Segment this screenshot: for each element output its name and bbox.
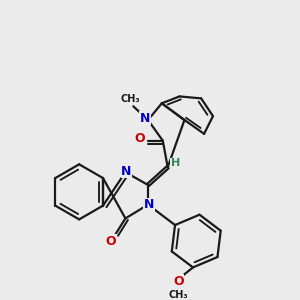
Text: N: N	[144, 198, 154, 211]
Text: N: N	[140, 112, 150, 124]
Text: O: O	[135, 132, 146, 145]
Text: CH₃: CH₃	[121, 94, 140, 104]
Text: H: H	[171, 158, 180, 168]
Text: O: O	[173, 275, 184, 288]
Text: N: N	[121, 165, 132, 178]
Text: O: O	[105, 235, 116, 248]
Text: CH₃: CH₃	[168, 290, 188, 300]
